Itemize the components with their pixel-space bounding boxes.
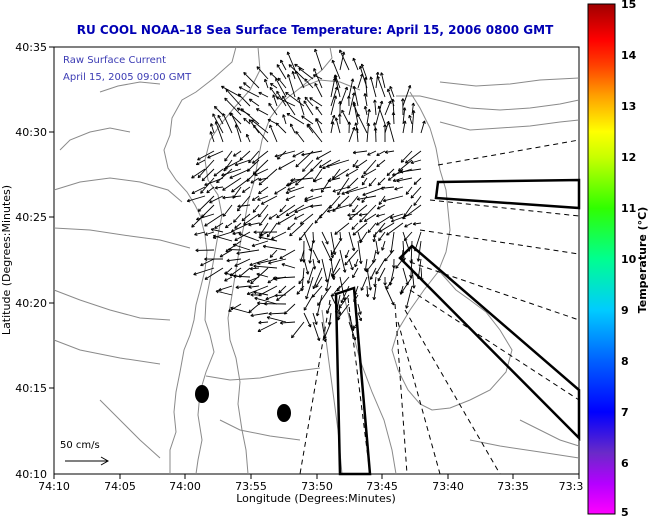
current-vector-head [299,68,302,69]
radar-site-marker [277,404,291,422]
current-vector [376,128,377,142]
current-vector [228,249,241,250]
current-vector-head [299,237,300,240]
current-vector-head [410,85,411,88]
figure-title: RU COOL NOAA–18 Sea Surface Temperature:… [77,23,554,37]
y-tick-label: 40:15 [15,382,47,395]
colorbar-tick-label: 9 [621,304,629,317]
colorbar-tick-label: 15 [621,0,636,11]
current-vector-head [347,87,348,90]
colorbar-tick-label: 8 [621,355,629,368]
colorbar-tick-label: 12 [621,151,636,164]
x-tick-label: 74:10 [38,480,70,493]
colorbar-tick-labels: 15 14 13 12 11 10 9 8 7 6 5 [621,0,637,519]
current-vector-head [350,204,351,207]
current-vector-head [396,265,397,268]
current-vector-head [297,291,298,294]
inset-title: Raw Surface Current [63,55,166,66]
x-tick-label: 74:00 [169,480,201,493]
radar-site-marker [195,385,209,403]
current-vector-head [307,281,308,284]
current-vector-head [385,258,386,261]
current-vector-head [382,247,383,250]
current-vector-head [406,192,407,195]
inset-timestamp: April 15, 2005 09:00 GMT [63,72,192,83]
current-vector-head [233,244,236,245]
current-vector-head [239,233,242,234]
x-tick-label: 73:3 [559,480,584,493]
current-vector-head [362,200,363,203]
current-vector-head [259,214,260,217]
temperature-colorbar [588,4,615,514]
x-axis-label: Longitude (Degrees:Minutes) [236,492,396,505]
current-vector-head [292,335,293,338]
y-axis-label: Latitude (Degrees:Minutes) [0,185,13,335]
current-vector-head [244,83,247,84]
current-vector-head [253,209,254,212]
x-tick-label: 74:05 [104,480,136,493]
current-vector-head [306,296,307,299]
colorbar-label: Temperature (°C) [636,207,649,314]
y-tick-label: 40:30 [15,126,47,139]
colorbar-tick-label: 14 [621,49,637,62]
x-tick-label: 73:35 [497,480,529,493]
colorbar-tick-label: 13 [621,100,636,113]
current-vector-head [337,288,338,291]
colorbar-tick-label: 10 [621,253,637,266]
current-vector-head [369,183,370,186]
current-vector-head [374,234,375,237]
y-tick-label: 40:10 [15,468,47,481]
current-vector-head [237,208,238,211]
current-vector-head [414,248,415,251]
current-vector-head [252,120,255,121]
current-vector-head [241,109,244,110]
current-vector-head [354,292,355,295]
colorbar-tick-label: 5 [621,506,629,519]
current-vector-head [368,230,369,233]
current-vector-head [286,92,289,93]
map-frame [54,47,579,474]
y-tick-label: 40:25 [15,211,47,224]
colorbar-tick-label: 11 [621,202,636,215]
current-vector-head [332,274,333,277]
colorbar-tick-label: 7 [621,406,629,419]
y-tick-label: 40:20 [15,297,47,310]
current-vector-head [257,273,260,274]
y-tick-label: 40:35 [15,41,47,54]
scale-label: 50 cm/s [60,440,100,451]
x-tick-label: 73:40 [432,480,464,493]
y-tick-labels: 40:35 40:30 40:25 40:20 40:15 40:10 [15,41,47,481]
current-vector-head [337,317,338,320]
current-vector-head [332,294,333,297]
colorbar-tick-label: 6 [621,457,629,470]
